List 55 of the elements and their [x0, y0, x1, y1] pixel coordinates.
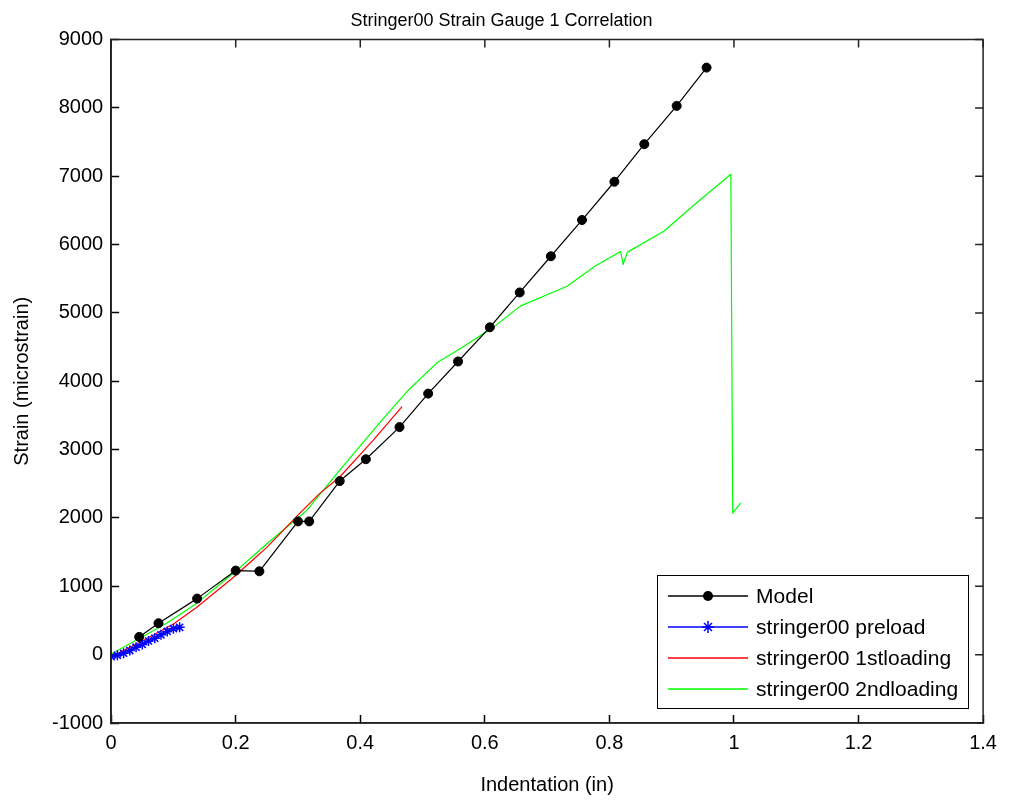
point [136, 638, 149, 651]
y-tick-label: -1000 [52, 710, 104, 733]
point [155, 629, 167, 641]
point [671, 100, 682, 111]
point [153, 618, 164, 629]
point [453, 356, 464, 367]
y-axis-title: Strain (microstrain) [9, 296, 32, 466]
chart-title: Stringer00 Strain Gauge 1 Correlation [350, 9, 653, 30]
point [577, 215, 587, 226]
point [167, 622, 180, 635]
x-axis-title: Indentation (in) [480, 772, 614, 795]
x-tick-label: 1.2 [844, 730, 873, 753]
point [254, 566, 265, 577]
point [394, 422, 405, 433]
x-tick-label: 0.2 [221, 730, 250, 753]
y-tick-label: 3000 [58, 437, 104, 460]
y-tick-label: 7000 [58, 163, 104, 186]
x-tick-label: 0.6 [470, 730, 499, 753]
y-tick-label: 8000 [58, 95, 104, 118]
point [124, 644, 136, 657]
point [514, 287, 525, 298]
legend-label: Model [756, 583, 814, 608]
legend-label: stringer00 preload [756, 614, 926, 639]
point [293, 516, 303, 527]
point [701, 62, 712, 73]
point [334, 476, 345, 487]
point [360, 454, 371, 465]
y-tick-label: 0 [92, 642, 104, 665]
point [117, 647, 130, 660]
y-tick-label: 6000 [58, 232, 104, 255]
point [149, 632, 161, 645]
point [173, 621, 186, 634]
y-tick-label: 5000 [58, 300, 104, 323]
point [134, 631, 145, 642]
point [423, 388, 434, 399]
y-tick-label: 4000 [58, 368, 104, 391]
point [130, 641, 142, 653]
point [545, 251, 556, 262]
legend-label: stringer00 1stloading [756, 645, 952, 670]
point [142, 635, 155, 647]
point [304, 516, 315, 527]
point [609, 176, 620, 187]
x-tick-label: 1 [728, 730, 740, 753]
point [639, 139, 650, 150]
x-tick-label: 0.4 [346, 730, 375, 753]
point [192, 593, 203, 604]
point [484, 322, 495, 333]
legend-label: stringer00 2ndloading [756, 676, 959, 701]
x-tick-label: 0.8 [595, 730, 624, 753]
y-tick-label: 1000 [58, 573, 104, 596]
y-tick-label: 2000 [58, 505, 104, 528]
point [161, 625, 173, 638]
point [230, 565, 241, 576]
y-tick-label: 9000 [58, 27, 104, 50]
x-tick-label: 1.4 [969, 730, 997, 753]
